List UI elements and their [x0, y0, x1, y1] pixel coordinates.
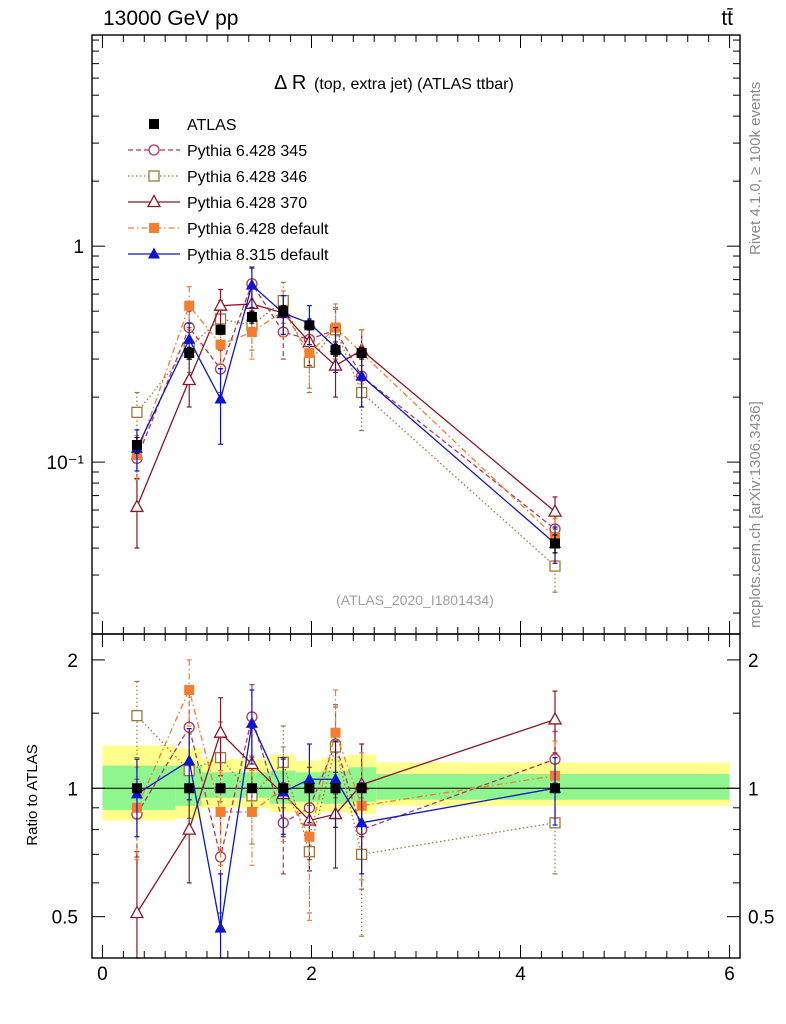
data-point — [213, 297, 228, 311]
legend: ATLAS Pythia 6.428 345 Pythia 6.428 346 Pyt… — [128, 117, 329, 264]
ratio-y-tick-label-right: 2 — [748, 651, 759, 672]
site-label: mcplots.cern.ch [arXiv:1306.3436] — [747, 401, 764, 628]
x-tick-label: 0 — [97, 964, 108, 985]
series-line — [136, 303, 556, 513]
y-tick-label: 10⁻¹ — [47, 453, 85, 474]
data-point — [129, 499, 145, 513]
ratio-point — [184, 684, 195, 695]
ratio-point-atlas — [330, 783, 341, 794]
ratio-panel-series — [129, 659, 563, 959]
x-tick-label: 6 — [724, 964, 735, 985]
axis-ticks: 1 10⁻¹ 0.5 0.5 1 1 2 2 0 2 4 6 — [47, 35, 774, 985]
data-point — [330, 345, 341, 356]
data-point — [183, 332, 196, 344]
data-point — [355, 369, 368, 381]
legend-marker — [146, 194, 162, 208]
data-point — [278, 306, 289, 317]
series-line — [136, 282, 556, 530]
ratio-y-tick-label: 2 — [67, 651, 78, 672]
ratio-point-atlas — [246, 783, 257, 794]
ratio-point — [215, 806, 226, 817]
ratio-point-atlas — [550, 783, 561, 794]
process-label: tt̄ — [721, 7, 733, 30]
data-point — [304, 320, 315, 331]
ratio-point — [329, 772, 342, 784]
ratio-y-label: Ratio to ATLAS — [24, 744, 41, 845]
ratio-point — [214, 921, 227, 933]
ratio-point — [330, 727, 341, 738]
ratio-point — [182, 821, 197, 835]
legend-label: Pythia 6.428 default — [187, 221, 329, 238]
ratio-point — [213, 724, 228, 738]
legend-marker — [149, 223, 159, 233]
ratio-point — [355, 816, 368, 828]
data-point — [246, 311, 257, 322]
data-point — [215, 339, 226, 350]
ratio-point — [245, 716, 258, 728]
data-point — [214, 392, 227, 404]
ratio-y-tick-label: 0.5 — [52, 908, 78, 929]
data-point — [131, 440, 142, 451]
ratio-point — [303, 772, 316, 784]
data-point — [304, 348, 315, 359]
chart-title-main: Δ R — [274, 72, 306, 94]
main-panel-series — [129, 266, 563, 593]
series-line — [136, 304, 556, 538]
ratio-point — [547, 711, 563, 725]
ratio-point-atlas — [304, 783, 315, 794]
ratio-point — [183, 754, 196, 766]
rivet-label: Rivet 4.1.0, ≥ 100k events — [747, 82, 764, 255]
data-point — [245, 278, 258, 290]
x-tick-label: 4 — [515, 964, 526, 985]
series-line — [136, 283, 556, 544]
ratio-point — [246, 806, 257, 817]
data-point — [131, 406, 143, 418]
ratio-point — [131, 710, 143, 722]
data-point — [547, 503, 563, 517]
legend-marker — [148, 247, 160, 259]
ratio-point-atlas — [131, 783, 142, 794]
legend-marker — [148, 144, 160, 156]
ratio-y-tick-label: 1 — [67, 779, 78, 800]
data-point — [184, 348, 195, 359]
chart-title-sub: (top, extra jet) (ATLAS ttbar) — [314, 76, 514, 93]
data-point — [182, 372, 197, 386]
x-tick-label: 2 — [306, 964, 317, 985]
data-point — [184, 300, 195, 311]
series-line — [136, 299, 556, 567]
data-point — [246, 327, 257, 338]
energy-label: 13000 GeV pp — [103, 7, 238, 30]
ratio-point — [129, 905, 145, 919]
ratio-y-tick-label-right: 1 — [748, 779, 759, 800]
analysis-label: (ATLAS_2020_I1801434) — [336, 592, 494, 608]
ratio-point — [304, 831, 315, 842]
legend-label: Pythia 6.428 370 — [187, 195, 307, 212]
y-tick-label: 1 — [73, 237, 84, 258]
data-point — [356, 348, 367, 359]
ratio-point-atlas — [215, 783, 226, 794]
ratio-point-atlas — [356, 783, 367, 794]
legend-marker — [148, 170, 160, 182]
legend-marker — [149, 119, 159, 129]
ratio-point-atlas — [278, 783, 289, 794]
data-point — [550, 538, 561, 549]
ratio-y-tick-label-right: 0.5 — [748, 908, 774, 929]
data-point — [215, 324, 226, 335]
legend-label: ATLAS — [187, 117, 237, 134]
legend-label: Pythia 8.315 default — [187, 247, 329, 264]
legend-label: Pythia 6.428 345 — [187, 143, 307, 160]
legend-label: Pythia 6.428 346 — [187, 169, 307, 186]
ratio-point-atlas — [184, 783, 195, 794]
band-stat — [201, 772, 270, 798]
